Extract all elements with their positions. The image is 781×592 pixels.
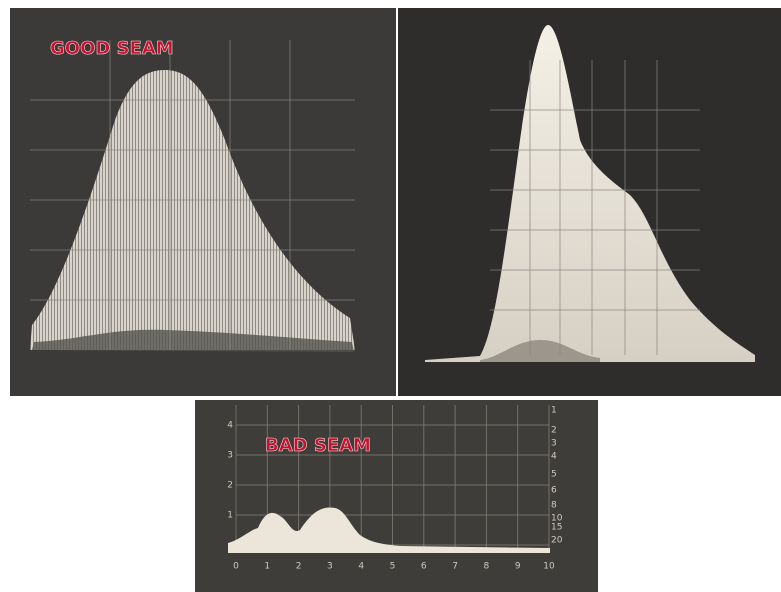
- right-tick-label: 2: [551, 426, 557, 436]
- x-tick-label: 10: [543, 562, 555, 572]
- x-tick-label: 2: [296, 562, 302, 572]
- x-tick-label: 0: [233, 562, 239, 572]
- good-seam-grid: [30, 40, 355, 350]
- good-seam-trace: [30, 70, 355, 350]
- x-tick-label: 1: [264, 562, 270, 572]
- bad-seam-label: BAD SEAM: [265, 435, 371, 456]
- x-tick-label: 3: [327, 562, 333, 572]
- x-tick-label: 8: [484, 562, 490, 572]
- right-tick-label: 10: [551, 514, 563, 524]
- x-tick-label: 4: [358, 562, 364, 572]
- good-seam-label: GOOD SEAM: [50, 38, 174, 59]
- bad-seam-panel: [195, 400, 598, 592]
- right-tick-label: 8: [551, 501, 557, 511]
- x-tick-label: 7: [452, 562, 458, 572]
- right-grid: [490, 60, 700, 355]
- right-trace: [425, 25, 755, 362]
- bad-seam-trace: [228, 507, 550, 553]
- right-tick-label: 20: [551, 536, 563, 546]
- right-tick-label: 6: [551, 486, 557, 496]
- right-tick-label: 4: [551, 452, 557, 462]
- right-tick-label: 1: [551, 406, 557, 416]
- left-tick-label: 1: [227, 511, 233, 521]
- x-tick-label: 9: [515, 562, 521, 572]
- good-seam-baseline: [32, 329, 354, 352]
- left-tick-label: 3: [227, 451, 233, 461]
- x-tick-label: 6: [421, 562, 427, 572]
- right-baseline-bump: [480, 340, 600, 362]
- right-tick-label: 5: [551, 470, 557, 480]
- right-tick-label: 15: [551, 523, 562, 533]
- left-tick-label: 2: [227, 481, 233, 491]
- left-tick-label: 4: [227, 421, 233, 431]
- right-tick-label: 3: [551, 439, 557, 449]
- x-tick-label: 5: [390, 562, 396, 572]
